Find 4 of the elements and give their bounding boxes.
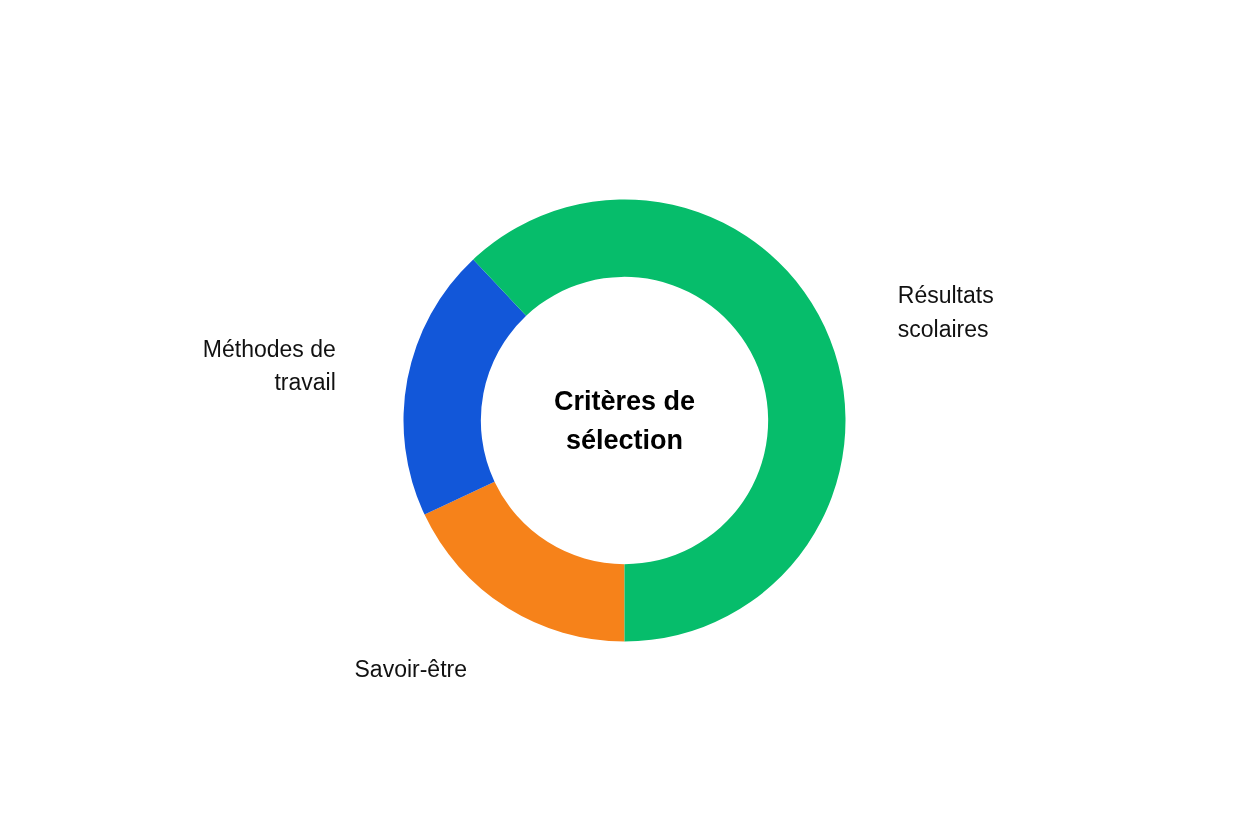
slice-label: Méthodes de travail [202, 335, 336, 396]
slice-label: Savoir-être [354, 655, 467, 682]
text: Critères de sélection [553, 386, 696, 455]
slice-label: Résultats scolaires [897, 282, 994, 343]
